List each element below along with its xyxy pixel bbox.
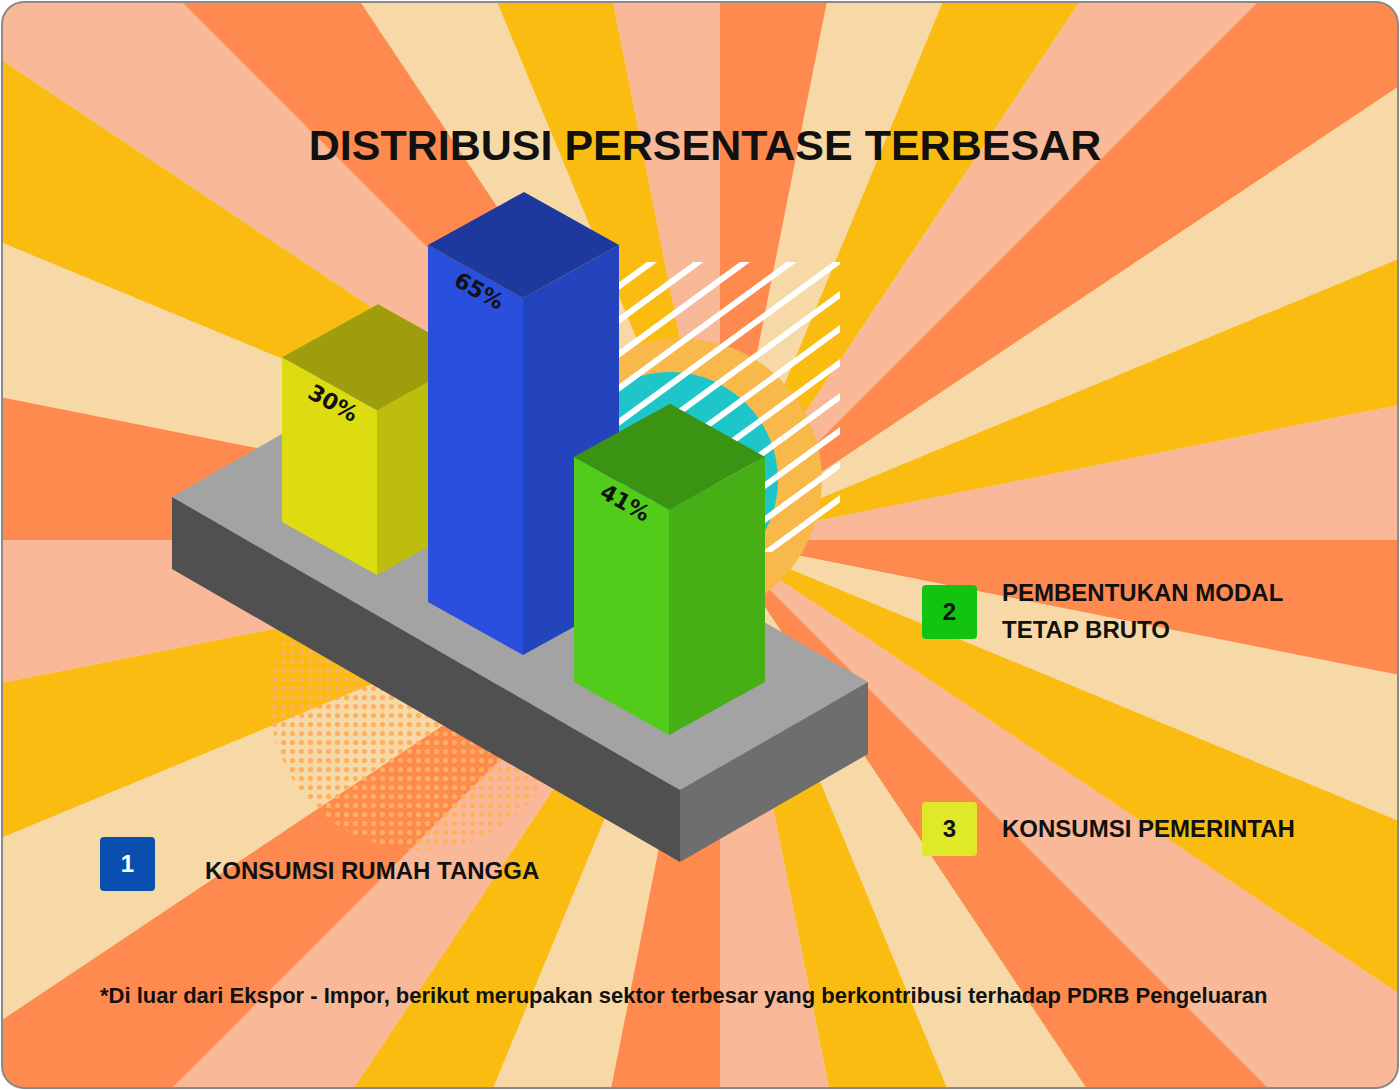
legend-label: KONSUMSI PEMERINTAH (1002, 810, 1362, 847)
legend-item: 1 (100, 837, 155, 891)
data-label: 65% (450, 267, 508, 314)
legend-swatch (922, 802, 977, 856)
data-labels: 30% 65% 41% (304, 267, 654, 526)
footnote: *Di luar dari Ekspor - Impor, berikut me… (100, 978, 1290, 1014)
legend-rank: 1 (121, 850, 134, 877)
background (2, 2, 1398, 1088)
bar (574, 404, 765, 735)
legend-rank: 3 (943, 815, 956, 842)
stripe (615, 262, 840, 300)
chart-svg: DISTRIBUSI PERSENTASE TERBESAR30%65%41%3… (0, 0, 1400, 1090)
frame (2, 2, 1398, 1088)
data-label: 30% (304, 379, 362, 426)
legend-label: PEMBENTUKAN MODAL TETAP BRUTO (1002, 574, 1332, 648)
legend-swatch (922, 585, 977, 639)
stage: DISTRIBUSI PERSENTASE TERBESAR30%65%41%3… (0, 0, 1400, 1090)
bars (282, 192, 765, 735)
legend-rank: 2 (943, 598, 956, 625)
legend-swatch (100, 837, 155, 891)
bar-front-face (428, 245, 523, 655)
data-label: 41% (596, 479, 654, 526)
legend-item: 3 (922, 802, 977, 856)
legend-item: 2 (922, 585, 977, 639)
legend-label: KONSUMSI RUMAH TANGGA (205, 852, 625, 889)
chart-title: DISTRIBUSI PERSENTASE TERBESAR (309, 121, 1101, 169)
